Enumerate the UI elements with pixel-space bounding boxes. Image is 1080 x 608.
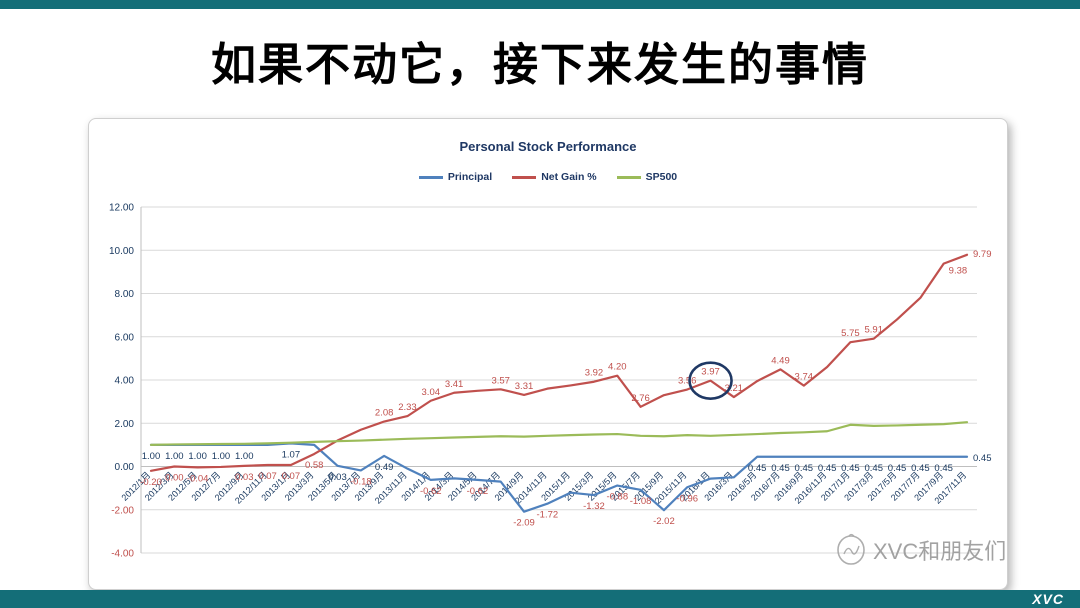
svg-text:0.07: 0.07 [282, 471, 301, 482]
legend-item-net-gain: Net Gain % [512, 171, 597, 183]
svg-text:-0.20: -0.20 [140, 477, 162, 488]
svg-text:3.97: 3.97 [701, 367, 720, 378]
legend-item-principal: Principal [418, 171, 493, 183]
svg-text:3.31: 3.31 [515, 381, 534, 392]
svg-text:9.38: 9.38 [949, 266, 968, 277]
svg-text:3.56: 3.56 [678, 376, 697, 387]
principal-line-swatch-icon [418, 175, 443, 179]
svg-text:2.08: 2.08 [375, 408, 394, 419]
svg-text:4.00: 4.00 [115, 376, 135, 387]
svg-text:0.45: 0.45 [864, 463, 883, 474]
svg-text:0.45: 0.45 [748, 463, 767, 474]
svg-text:-0.88: -0.88 [606, 492, 628, 503]
svg-text:0.45: 0.45 [888, 463, 907, 474]
svg-text:2.00: 2.00 [115, 419, 135, 430]
svg-text:-2.00: -2.00 [111, 505, 134, 516]
svg-text:6.00: 6.00 [115, 332, 135, 343]
svg-text:-1.72: -1.72 [537, 510, 559, 521]
svg-text:1.07: 1.07 [282, 449, 301, 460]
watermark-text: XVC和朋友们 [873, 539, 1007, 564]
svg-text:4.49: 4.49 [771, 355, 790, 366]
accent-bar-bottom: XVC [0, 590, 1080, 608]
svg-text:12.00: 12.00 [109, 203, 134, 214]
svg-text:1.00: 1.00 [165, 451, 184, 462]
sp500-line-swatch-icon [616, 175, 641, 179]
chart-legend: Principal Net Gain % SP500 [89, 171, 1007, 183]
svg-text:3.21: 3.21 [725, 383, 744, 394]
svg-text:8.00: 8.00 [115, 289, 135, 300]
legend-label-principal: Principal [447, 171, 493, 183]
svg-text:0.49: 0.49 [375, 462, 394, 473]
svg-text:0.45: 0.45 [771, 463, 790, 474]
svg-text:3.57: 3.57 [491, 375, 510, 386]
svg-text:3.04: 3.04 [422, 387, 441, 398]
svg-text:0.03: 0.03 [328, 472, 347, 483]
legend-label-net-gain: Net Gain % [541, 171, 597, 183]
svg-text:5.75: 5.75 [841, 328, 860, 339]
svg-text:2.76: 2.76 [631, 393, 650, 404]
footer-brand: XVC [1032, 591, 1064, 607]
svg-text:-0.04: -0.04 [187, 473, 209, 484]
svg-text:0.00: 0.00 [165, 473, 184, 484]
svg-text:-0.96: -0.96 [676, 493, 698, 504]
svg-text:9.79: 9.79 [973, 249, 992, 260]
svg-text:-2.02: -2.02 [653, 516, 675, 527]
svg-text:3.92: 3.92 [585, 368, 604, 379]
chart-title: Personal Stock Performance [459, 139, 637, 154]
svg-text:4.20: 4.20 [608, 362, 627, 373]
svg-text:1.00: 1.00 [235, 451, 254, 462]
legend-item-sp500: SP500 [616, 171, 678, 183]
svg-text:0.00: 0.00 [115, 462, 135, 473]
svg-text:0.45: 0.45 [818, 463, 837, 474]
legend-label-sp500: SP500 [645, 171, 678, 183]
svg-text:1.00: 1.00 [142, 451, 161, 462]
svg-text:-1.32: -1.32 [583, 501, 605, 512]
chart-panel: 12.00 10.00 8.00 6.00 4.00 2.00 0.00 -2.00 -4.00… [88, 118, 1008, 590]
svg-text:10.00: 10.00 [109, 246, 134, 257]
accent-bar-top [0, 0, 1080, 9]
svg-text:0.45: 0.45 [973, 453, 992, 464]
svg-text:-0.18: -0.18 [350, 476, 372, 487]
svg-text:0.45: 0.45 [841, 463, 860, 474]
svg-text:-0.62: -0.62 [420, 486, 442, 497]
svg-text:1.00: 1.00 [212, 451, 231, 462]
watermark-logo-icon [837, 533, 865, 565]
svg-text:-0.62: -0.62 [467, 486, 489, 497]
svg-text:0.58: 0.58 [305, 460, 324, 471]
svg-text:0.45: 0.45 [934, 463, 953, 474]
svg-text:-2.09: -2.09 [513, 518, 535, 529]
svg-text:2.33: 2.33 [398, 402, 417, 413]
svg-text:1.00: 1.00 [188, 451, 207, 462]
svg-text:5.91: 5.91 [864, 325, 883, 336]
svg-text:0.45: 0.45 [795, 463, 814, 474]
slide-title: 如果不动它，接下来发生的事情 [210, 40, 869, 90]
svg-text:-1.08: -1.08 [630, 496, 652, 507]
svg-text:3.41: 3.41 [445, 379, 464, 390]
svg-text:0.03: 0.03 [235, 472, 254, 483]
svg-text:-4.00: -4.00 [111, 549, 134, 560]
svg-text:0.07: 0.07 [258, 471, 277, 482]
svg-text:3.74: 3.74 [795, 372, 814, 383]
svg-text:0.45: 0.45 [911, 463, 930, 474]
performance-chart-svg: 12.00 10.00 8.00 6.00 4.00 2.00 0.00 -2.00 -4.00… [109, 203, 992, 560]
net-gain-line-swatch-icon [512, 175, 537, 179]
watermark: XVC和朋友们 [834, 532, 1006, 568]
